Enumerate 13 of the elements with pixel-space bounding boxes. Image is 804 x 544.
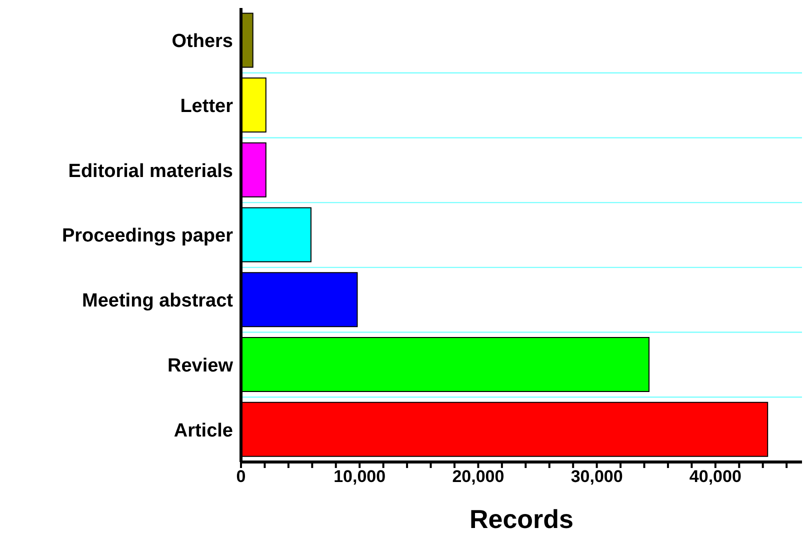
x-axis-title: Records — [469, 504, 574, 534]
x-tick-label: 10,000 — [334, 467, 386, 486]
x-tick-label: 30,000 — [570, 467, 623, 486]
y-tick-label: Proceedings paper — [62, 226, 234, 247]
y-tick-label: Others — [172, 31, 233, 52]
x-tick-label: 20,000 — [452, 467, 504, 486]
y-tick-label: Meeting abstract — [82, 290, 234, 312]
y-tick-label: Review — [168, 355, 234, 376]
y-tick-label: Article — [174, 420, 233, 442]
y-tick-label: Letter — [180, 96, 234, 118]
x-tick-label: 40,000 — [689, 467, 742, 486]
y-tick-label: Editorial materials — [68, 160, 233, 182]
x-tick-label: 0 — [236, 467, 246, 486]
